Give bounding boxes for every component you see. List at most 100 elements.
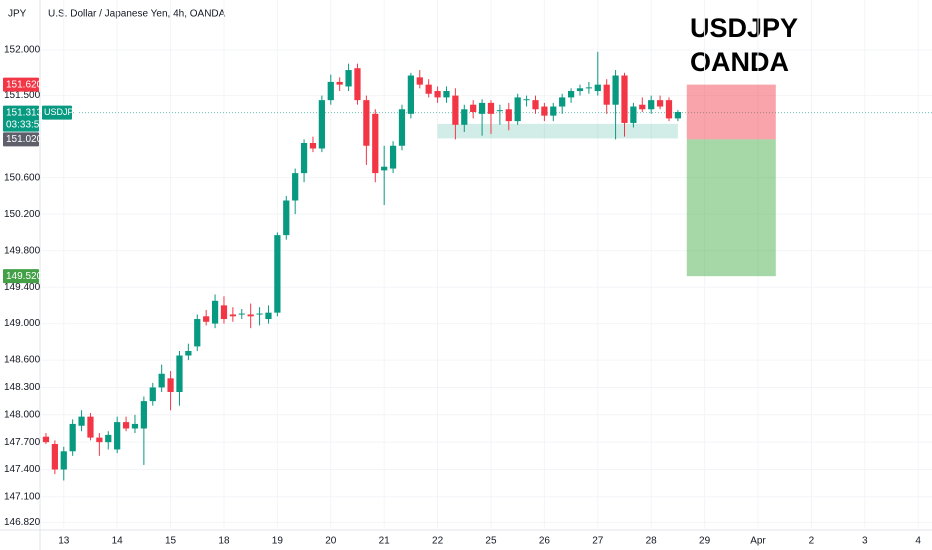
candle-body: [42, 436, 50, 443]
y-tick-label: 146.820: [4, 517, 41, 528]
candle-body: [309, 143, 317, 149]
candle-body: [114, 422, 121, 450]
candle-body: [176, 355, 183, 393]
candle-body: [550, 106, 557, 116]
stop-price-label-bg: [3, 77, 39, 92]
candle-body: [585, 87, 593, 89]
x-tick-label: 13: [58, 536, 70, 547]
candle-body: [318, 100, 325, 149]
y-tick-label: 147.700: [4, 437, 41, 448]
candle-body: [363, 100, 370, 146]
candle-body: [105, 434, 112, 443]
target-price-label: 149.520: [6, 271, 43, 282]
candle-body: [167, 378, 174, 393]
candle-body: [229, 314, 236, 317]
y-tick-label: 148.300: [4, 382, 41, 393]
y-tick-label: 151.500: [4, 90, 41, 101]
candle-body: [238, 313, 245, 315]
candle-body: [185, 350, 192, 356]
x-tick-label: 21: [379, 536, 391, 547]
x-tick-label: 2: [809, 536, 815, 547]
annotation-line: USDJPY: [690, 13, 798, 43]
x-tick-label: Apr: [750, 536, 766, 547]
candle-body: [496, 110, 503, 112]
candle-body: [131, 423, 139, 429]
target-zone: [686, 139, 776, 277]
y-tick-label: 149.000: [4, 318, 41, 329]
candle-body: [140, 401, 147, 429]
candle-body: [122, 422, 130, 429]
y-tick-label: 147.400: [4, 464, 41, 475]
candle-body: [256, 313, 263, 315]
x-tick-label: 25: [485, 536, 497, 547]
candle-body: [434, 91, 441, 98]
candle-body: [639, 104, 646, 110]
candle-body: [416, 77, 423, 85]
candle-body: [283, 200, 290, 236]
x-tick-label: 27: [592, 536, 604, 547]
x-tick-label: 20: [325, 536, 337, 547]
x-tick-label: 3: [862, 536, 868, 547]
candle-body: [96, 437, 103, 443]
target-price-label-bg: [3, 269, 39, 284]
y-tick-label: 149.800: [4, 245, 41, 256]
current-price-bg: [3, 105, 39, 132]
candle-body: [336, 81, 343, 85]
candle-body: [505, 109, 512, 122]
annotation-line: OANDA: [690, 47, 789, 77]
candle-body: [478, 102, 486, 114]
candle-body: [461, 109, 468, 125]
entry-price-label: 151.020: [6, 134, 43, 145]
candle-body: [51, 443, 58, 470]
candle-body: [381, 166, 388, 171]
x-tick-label: 22: [432, 536, 444, 547]
candle-body: [603, 84, 610, 105]
candle-body: [211, 300, 219, 324]
candle-body: [87, 416, 94, 438]
candle-body: [389, 145, 397, 169]
x-tick-label: 14: [112, 536, 124, 547]
candle-body: [345, 70, 352, 87]
current-price-label: 151.313: [6, 107, 43, 118]
candle-body: [158, 373, 165, 388]
candle-body: [514, 97, 521, 122]
candle-body: [203, 316, 210, 322]
candle-body: [354, 68, 361, 101]
candle-body: [630, 106, 637, 123]
candle-body: [532, 100, 539, 110]
candle-body: [247, 314, 254, 317]
candle-body: [523, 99, 530, 101]
candle-body: [470, 104, 477, 113]
stop-zone: [686, 84, 776, 140]
x-tick-label: 4: [915, 536, 921, 547]
candle-body: [621, 75, 628, 123]
symbol-tag: USDJPY: [44, 107, 80, 117]
candle-body: [567, 91, 575, 98]
y-tick-label: 148.000: [4, 409, 41, 420]
candle-body: [69, 423, 76, 452]
y-tick-label: 148.600: [4, 355, 41, 366]
candle-body: [300, 143, 308, 174]
x-tick-label: 29: [699, 536, 711, 547]
countdown: 03:33:57: [6, 119, 45, 130]
y-tick-label: 150.600: [4, 172, 41, 183]
y-tick-label: 147.100: [4, 492, 41, 503]
candle-body: [407, 75, 414, 114]
candle-body: [60, 451, 67, 470]
symbol-tag-bg: [42, 105, 72, 120]
candle-body: [372, 113, 379, 174]
x-tick-label: 18: [218, 536, 230, 547]
candle-body: [398, 109, 406, 146]
stop-price-label: 151.620: [6, 79, 43, 90]
y-tick-label: 150.200: [4, 209, 41, 220]
entry-price-label-bg: [3, 132, 39, 147]
x-tick-label: 19: [272, 536, 284, 547]
candle-body: [78, 416, 85, 426]
candle-body: [541, 106, 548, 116]
candle-body: [194, 319, 201, 347]
candle-body: [594, 84, 601, 92]
candle-body: [220, 305, 228, 320]
candle-body: [292, 173, 299, 201]
